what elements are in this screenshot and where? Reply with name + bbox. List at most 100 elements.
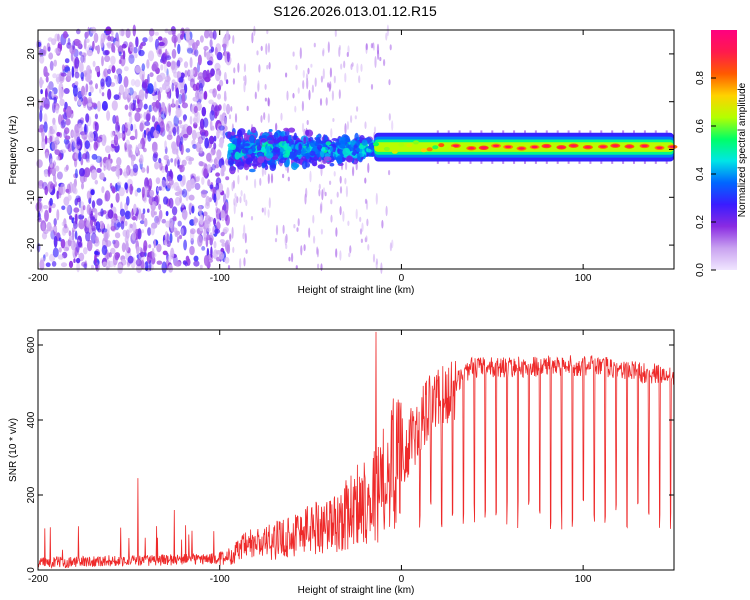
noise-blob — [95, 221, 101, 231]
noise-blob — [171, 250, 174, 257]
noise-blob — [71, 227, 76, 233]
noise-blob — [42, 45, 47, 57]
noise-blob — [203, 117, 209, 128]
noise-blob — [195, 82, 200, 91]
noise-blob — [162, 102, 166, 114]
noise-blob — [182, 260, 187, 265]
transition-blob — [251, 144, 256, 153]
colorbar: 0.0 0.2 0.4 0.6 0.8 Normalized spectral ampl… — [695, 30, 748, 277]
x-tick-label: 100 — [575, 574, 592, 585]
streak-blob — [356, 63, 359, 74]
noise-blob — [172, 143, 177, 154]
streak-blob — [338, 44, 341, 51]
streak-blob — [361, 222, 364, 232]
transition-blob — [305, 129, 310, 136]
noise-blob — [186, 125, 193, 136]
noise-blob — [137, 143, 142, 150]
noise-blob — [144, 177, 150, 189]
streak-blob — [373, 126, 377, 134]
noise-blob — [96, 44, 100, 55]
noise-blob — [211, 163, 216, 171]
noise-blob — [79, 167, 85, 177]
noise-blob — [171, 206, 178, 216]
noise-blob — [138, 89, 145, 102]
noise-blob — [72, 40, 76, 50]
noise-blob — [151, 247, 155, 259]
noise-blob — [126, 261, 131, 268]
y-tick-label: 600 — [26, 336, 37, 353]
snr-panel: -200 -100 0 100 0 200 400 600 Height of straigh… — [8, 329, 675, 596]
streak-blob — [275, 123, 278, 131]
noise-blob — [134, 112, 141, 122]
carrier-hotspot — [373, 142, 379, 147]
noise-blob — [47, 46, 51, 52]
noise-blob — [175, 87, 179, 99]
transition-blob — [271, 156, 278, 160]
noise-blob — [73, 137, 77, 148]
noise-blob — [75, 168, 78, 179]
noise-blob — [124, 182, 128, 190]
noise-blob — [56, 73, 61, 85]
transition-blob — [246, 158, 251, 165]
noise-blob — [39, 110, 43, 123]
noise-blob — [163, 154, 169, 161]
noise-blob — [56, 156, 61, 161]
noise-blob — [101, 245, 108, 256]
noise-blob — [103, 68, 109, 78]
streak-blob — [344, 72, 347, 83]
streak-blob — [230, 106, 233, 112]
carrier-peak — [468, 147, 475, 150]
streak-blob — [308, 227, 311, 238]
noise-blob — [110, 166, 117, 172]
noise-blob — [154, 31, 159, 36]
noise-blob — [74, 158, 78, 168]
noise-blob — [193, 216, 197, 227]
streak-blob — [267, 42, 270, 53]
noise-blob — [48, 52, 54, 60]
noise-blob — [86, 158, 90, 163]
noise-blob — [85, 113, 90, 123]
noise-blob — [63, 246, 70, 252]
noise-blob — [203, 255, 209, 266]
streak-blob — [330, 199, 333, 205]
noise-blob — [38, 47, 43, 58]
noise-blob — [177, 159, 180, 168]
streak-blob — [310, 63, 313, 68]
streak-blob — [359, 216, 362, 223]
noise-blob — [42, 222, 45, 232]
noise-blob — [143, 245, 147, 254]
noise-blob — [158, 41, 165, 47]
noise-blob — [100, 208, 104, 217]
noise-blob — [193, 105, 198, 114]
noise-blob — [159, 162, 163, 171]
streak-blob — [385, 32, 388, 41]
noise-blob — [193, 117, 197, 123]
noise-blob — [181, 174, 186, 186]
noise-blob — [42, 181, 48, 190]
streak-blob — [295, 265, 298, 270]
noise-blob — [176, 125, 180, 136]
streak-blob — [239, 258, 242, 269]
noise-blob — [182, 133, 189, 139]
carrier-hotspot — [438, 143, 445, 148]
noise-blob — [122, 50, 126, 60]
streak-blob — [305, 73, 309, 81]
noise-blob — [213, 217, 217, 226]
noise-blob — [39, 55, 45, 64]
noise-blob — [146, 165, 150, 174]
noise-blob — [46, 42, 51, 52]
noise-blob — [111, 100, 118, 111]
noise-blob — [40, 257, 46, 263]
noise-blob — [105, 240, 112, 247]
noise-blob — [174, 196, 181, 206]
noise-blob — [51, 122, 57, 135]
transition-blob — [249, 135, 255, 144]
transition-blob — [272, 146, 281, 153]
noise-blob — [152, 61, 159, 70]
noise-blob — [147, 83, 154, 95]
noise-blob — [215, 189, 221, 201]
noise-blob — [139, 43, 143, 50]
noise-blob — [125, 122, 131, 129]
noise-blob — [147, 131, 152, 142]
noise-blob — [79, 61, 84, 73]
